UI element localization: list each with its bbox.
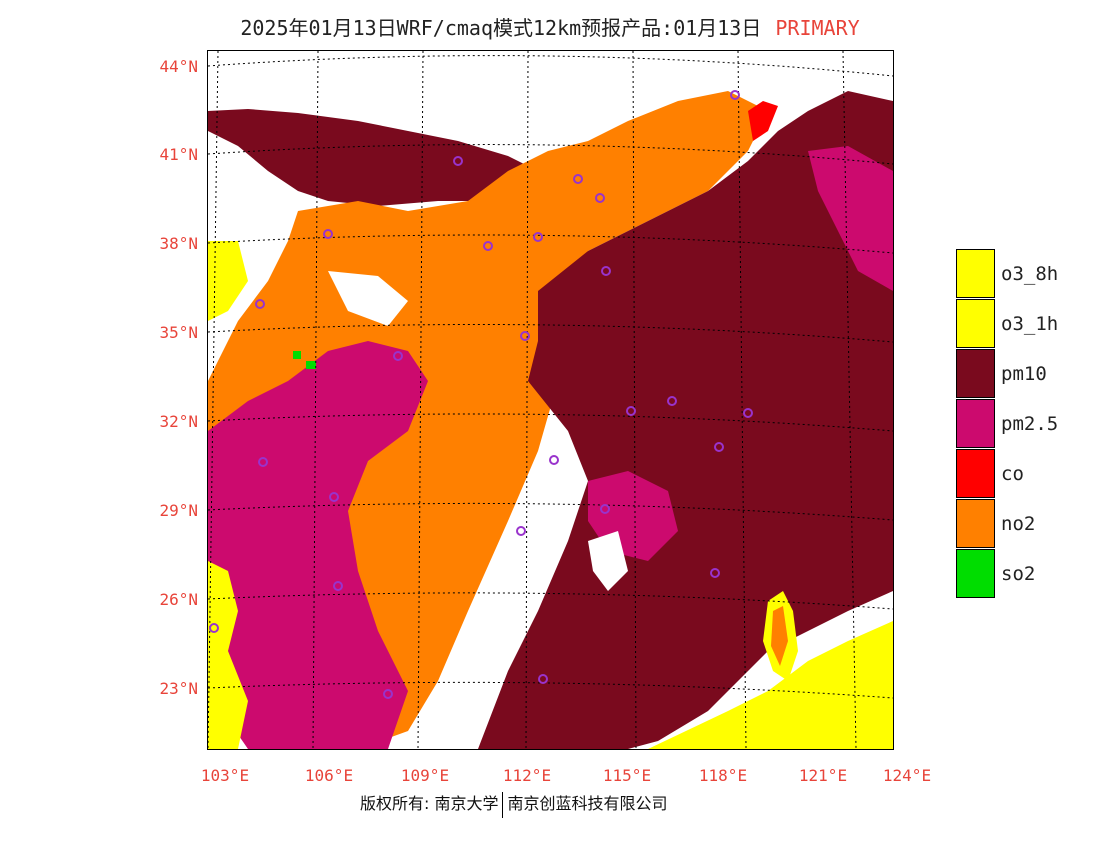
lat-tick: 35°N	[159, 323, 198, 342]
region-blank-south	[588, 531, 628, 591]
region-pm10-east	[478, 91, 893, 749]
city-markers	[209, 90, 753, 699]
legend-item: pm2.5	[956, 399, 1081, 449]
copyright-right: 南京创蓝科技有限公司	[507, 794, 668, 813]
legend-swatch	[956, 299, 995, 348]
region-so2-2	[306, 361, 316, 369]
lon-tick: 103°E	[200, 766, 250, 785]
title-text: 2025年01月13日WRF/cmaq模式12km预报产品:01月13日	[240, 16, 762, 40]
lon-tick: 124°E	[882, 766, 932, 785]
legend-label: o3_8h	[1001, 263, 1059, 285]
legend-item: no2	[956, 499, 1081, 549]
lon-tick: 112°E	[502, 766, 552, 785]
copyright-footer: 版权所有: 南京大学 南京创蓝科技有限公司	[360, 790, 668, 818]
legend-label: so2	[1001, 563, 1036, 585]
legend-label: co	[1001, 463, 1024, 485]
region-blank-north	[328, 271, 408, 326]
legend-item: co	[956, 449, 1081, 499]
pollutant-map[interactable]	[207, 50, 894, 750]
legend-item: so2	[956, 549, 1081, 599]
legend-label: pm10	[1001, 363, 1047, 385]
lat-tick: 29°N	[159, 501, 198, 520]
lon-tick: 118°E	[698, 766, 748, 785]
lat-tick: 26°N	[159, 590, 198, 609]
legend-swatch	[956, 399, 995, 448]
lat-tick: 41°N	[159, 145, 198, 164]
legend-swatch	[956, 499, 995, 548]
lat-tick: 38°N	[159, 234, 198, 253]
region-pm25-west	[208, 341, 428, 749]
legend-swatch	[956, 249, 995, 298]
legend-label: o3_1h	[1001, 313, 1059, 335]
lon-tick: 115°E	[602, 766, 652, 785]
region-taiwan-no2	[771, 606, 788, 666]
region-o3-west-south	[208, 561, 248, 749]
legend-item: pm10	[956, 349, 1081, 399]
region-so2-1	[293, 351, 301, 359]
region-co	[748, 101, 778, 141]
legend-swatch	[956, 449, 995, 498]
legend-swatch	[956, 349, 995, 398]
lon-tick: 121°E	[798, 766, 848, 785]
legend: o3_8h o3_1h pm10 pm2.5 co no2 so2	[956, 249, 1081, 599]
lon-tick: 109°E	[400, 766, 450, 785]
region-pm10-north	[208, 109, 538, 206]
lat-tick: 32°N	[159, 412, 198, 431]
legend-label: no2	[1001, 513, 1036, 535]
legend-item: o3_8h	[956, 249, 1081, 299]
map-title: 2025年01月13日WRF/cmaq模式12km预报产品:01月13日 PRIM…	[0, 12, 1100, 41]
lon-tick: 106°E	[304, 766, 354, 785]
map-canvas	[208, 51, 893, 749]
copyright-left: 版权所有: 南京大学	[360, 794, 499, 813]
footer-divider	[502, 791, 504, 818]
graticule	[208, 51, 893, 749]
legend-item: o3_1h	[956, 299, 1081, 349]
region-pm25-east	[808, 146, 893, 291]
lat-tick: 44°N	[159, 57, 198, 76]
legend-label: pm2.5	[1001, 413, 1059, 435]
region-o3-sea	[648, 621, 893, 749]
lat-tick: 23°N	[159, 679, 198, 698]
region-o3-west-north	[208, 241, 248, 321]
legend-swatch	[956, 549, 995, 598]
primary-tag: PRIMARY	[775, 16, 860, 40]
